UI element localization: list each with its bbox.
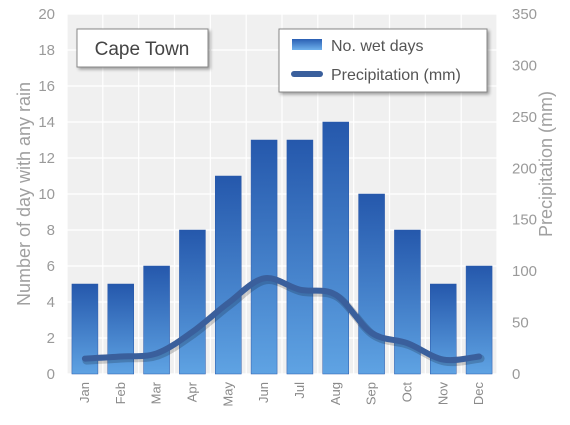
x-tick-label: Apr: [184, 381, 199, 402]
chart-title-box: Cape Town: [76, 28, 209, 68]
y-tick-label: 6: [47, 258, 55, 275]
x-tick-label: Dec: [471, 382, 486, 406]
y-tick-label: 12: [38, 150, 55, 167]
y-tick-label: 18: [38, 42, 55, 59]
y-tick-label: 0: [47, 366, 55, 383]
legend-label-wet-days: No. wet days: [331, 38, 423, 55]
y-tick-label: 2: [47, 330, 55, 347]
y2-tick-label: 50: [512, 315, 529, 332]
y-tick-label: 10: [38, 186, 55, 203]
bar-sep: [358, 193, 385, 375]
x-tick-label: Jul: [292, 382, 307, 399]
bar-jun: [250, 139, 278, 375]
y2-tick-label: 350: [512, 6, 537, 23]
y2-tick-label: 150: [512, 212, 537, 229]
x-tick-label: Feb: [113, 382, 128, 404]
x-tick-label: May: [220, 382, 235, 407]
y2-tick-label: 0: [512, 366, 520, 383]
y2-tick-label: 300: [512, 57, 537, 74]
x-tick-label: Nov: [435, 382, 450, 406]
legend: No. wet days Precipitation (mm): [278, 28, 488, 93]
x-tick-label: Oct: [399, 382, 414, 403]
y-axis-title: Number of day with any rain: [14, 82, 34, 306]
x-tick-label: Mar: [149, 381, 164, 404]
y2-tick-label: 100: [512, 263, 537, 280]
left-y-tick-labels: 0 2 4 6 8 10 12 14 16 18 20: [38, 6, 55, 383]
legend-label-precipitation: Precipitation (mm): [331, 67, 461, 84]
x-tick-labels: Jan Feb Mar Apr May Jun Jul Aug Sep Oct Nov Dec: [77, 381, 486, 406]
y-tick-label: 8: [47, 222, 55, 239]
precipitation-line-group: [81, 275, 485, 367]
bar-apr: [179, 229, 206, 375]
precipitation-line: [81, 275, 483, 364]
x-tick-label: Jun: [256, 382, 271, 403]
y-tick-label: 14: [38, 114, 55, 131]
x-tick-label: Aug: [328, 382, 343, 405]
y2-tick-label: 200: [512, 160, 537, 177]
right-y-tick-labels: 0 50 100 150 200 250 300 350: [512, 6, 537, 383]
y-tick-label: 16: [38, 78, 55, 95]
x-tick-label: Sep: [364, 382, 379, 405]
legend-swatch-wet-days: [292, 39, 322, 50]
bar-jul: [286, 139, 314, 375]
x-tick-label: Jan: [77, 382, 92, 403]
y-tick-label: 4: [47, 294, 55, 311]
y2-tick-label: 250: [512, 109, 537, 126]
bar-may: [215, 175, 242, 375]
y2-axis-title: Precipitation (mm): [536, 91, 556, 237]
chart-title: Cape Town: [95, 39, 190, 60]
bar-aug: [322, 121, 349, 375]
y-tick-label: 20: [38, 6, 55, 23]
